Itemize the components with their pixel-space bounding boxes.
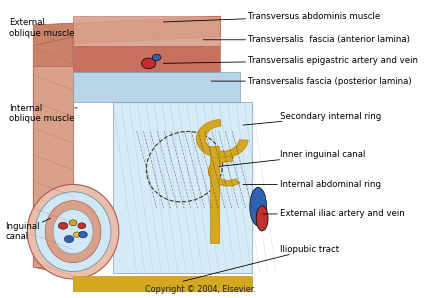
Text: Inguinal
canal: Inguinal canal (5, 218, 51, 241)
Text: Internal
oblique muscle: Internal oblique muscle (9, 104, 77, 123)
Polygon shape (73, 46, 220, 72)
Text: Secondary internal ring: Secondary internal ring (243, 112, 381, 125)
Circle shape (78, 223, 86, 229)
Polygon shape (210, 146, 219, 243)
Text: Copyright © 2004, Elsevier.: Copyright © 2004, Elsevier. (145, 285, 256, 294)
Polygon shape (73, 276, 252, 291)
Polygon shape (33, 16, 220, 46)
Circle shape (64, 235, 74, 243)
Ellipse shape (45, 201, 101, 263)
Circle shape (58, 222, 68, 229)
Text: Transversalis  fascia (anterior lamina): Transversalis fascia (anterior lamina) (203, 35, 410, 44)
Ellipse shape (250, 187, 266, 226)
Circle shape (74, 232, 81, 237)
Circle shape (78, 231, 87, 238)
Polygon shape (73, 72, 240, 102)
Circle shape (69, 220, 77, 226)
Text: Transversalis fascia (posterior lamina): Transversalis fascia (posterior lamina) (211, 77, 412, 86)
Text: Transversus abdominis muscle: Transversus abdominis muscle (164, 12, 381, 22)
Ellipse shape (53, 209, 93, 254)
Circle shape (142, 58, 156, 69)
Wedge shape (209, 156, 240, 186)
Text: External
oblique muscle: External oblique muscle (9, 18, 75, 40)
Ellipse shape (35, 192, 111, 271)
Wedge shape (196, 119, 248, 158)
Text: External iliac artery and vein: External iliac artery and vein (263, 209, 405, 218)
Text: Iliopubic tract: Iliopubic tract (183, 245, 339, 281)
Ellipse shape (27, 184, 119, 279)
Text: Transversalis epigastric artery and vein: Transversalis epigastric artery and vein (164, 56, 418, 65)
Polygon shape (113, 102, 252, 273)
Text: Inner inguinal canal: Inner inguinal canal (219, 150, 366, 166)
Polygon shape (73, 16, 220, 46)
Polygon shape (33, 37, 73, 276)
Ellipse shape (256, 206, 268, 231)
Polygon shape (33, 66, 73, 267)
Text: Internal abdominal ring: Internal abdominal ring (243, 180, 381, 189)
Circle shape (152, 54, 161, 61)
